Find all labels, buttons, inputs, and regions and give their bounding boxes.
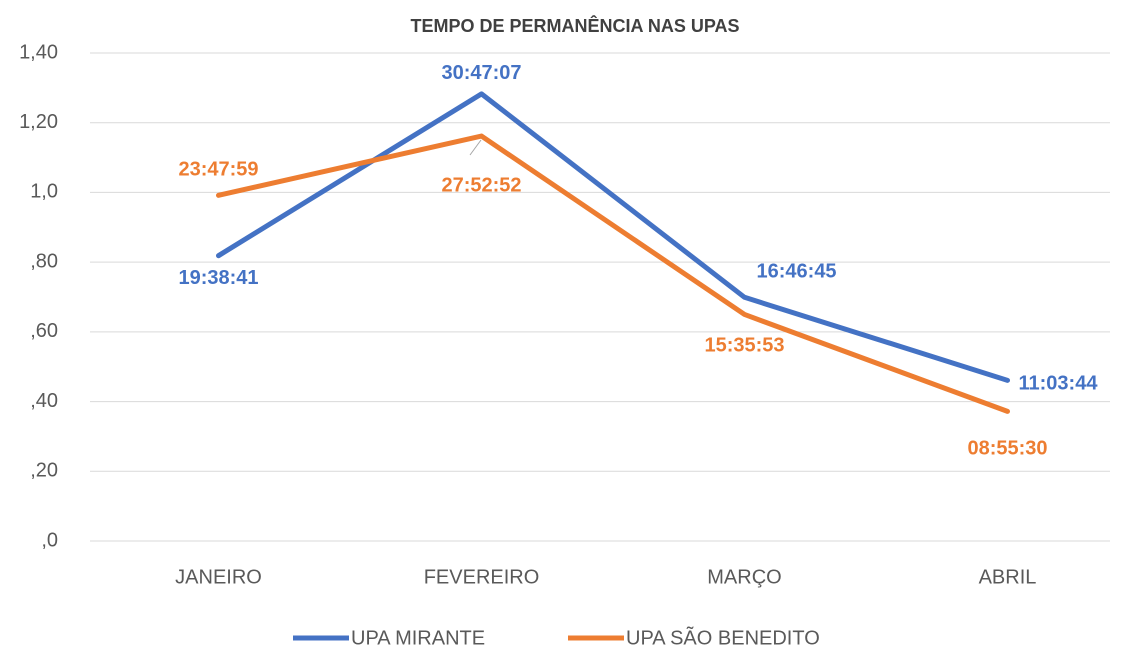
data-label: 23:47:59 <box>178 159 258 181</box>
data-label: 27:52:52 <box>441 174 521 196</box>
y-tick-label: ,60 <box>30 320 58 342</box>
series-line <box>216 91 1010 383</box>
series-line <box>216 133 1010 414</box>
data-label: 16:46:45 <box>757 261 837 283</box>
x-tick-label: ABRIL <box>979 566 1037 588</box>
leader-line <box>469 139 482 156</box>
y-tick-label: ,80 <box>30 250 58 272</box>
y-tick-label: 1,20 <box>19 111 58 133</box>
y-tick-label: ,0 <box>41 529 58 551</box>
y-tick-label: ,40 <box>30 390 58 412</box>
data-label: 11:03:44 <box>1019 373 1099 395</box>
x-tick-label: MARÇO <box>707 566 781 588</box>
legend-label: UPA MIRANTE <box>351 627 485 649</box>
data-label: 30:47:07 <box>441 62 521 84</box>
y-tick-label: 1,0 <box>30 181 58 203</box>
y-tick-label: ,20 <box>30 460 58 482</box>
data-label: 08:55:30 <box>967 438 1047 460</box>
data-label: 19:38:41 <box>178 267 258 289</box>
x-tick-label: JANEIRO <box>175 566 262 588</box>
y-tick-label: 1,40 <box>19 41 58 63</box>
x-tick-label: FEVEREIRO <box>424 566 540 588</box>
legend-label: UPA SÃO BENEDITO <box>626 625 820 649</box>
chart-title: TEMPO DE PERMANÊNCIA NAS UPAS <box>410 15 739 36</box>
data-label: 15:35:53 <box>704 335 784 357</box>
